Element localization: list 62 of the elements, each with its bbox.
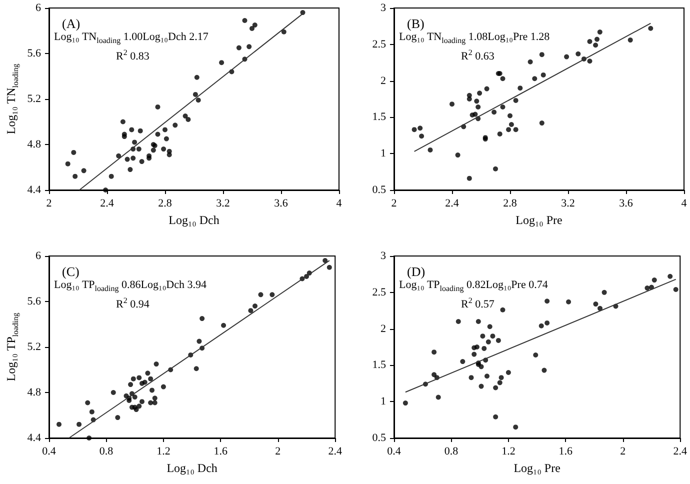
y-tick-label: 0.5	[372, 184, 386, 196]
y-tick-label: 6	[36, 2, 42, 14]
y-tick-label: 2	[380, 74, 386, 87]
y-tick-label: 1	[380, 396, 386, 408]
text: (B)	[407, 16, 424, 31]
y-tick-label: 4.4	[27, 432, 42, 444]
y-tick-label: 3	[380, 2, 386, 14]
y-tick-label: 1	[380, 148, 386, 160]
text: (C)	[62, 264, 80, 279]
annotation: R$^{2}$ 0.57	[461, 296, 494, 311]
x-tick-label: 0.8	[99, 446, 114, 458]
x-tick-label: 4	[681, 198, 688, 210]
x-tick-label: 0.4	[42, 446, 56, 458]
x-tick-label: 0.8	[444, 446, 459, 458]
x-tick-label: 2	[620, 446, 626, 458]
x-axis-title: Log₁₀ Pre	[514, 461, 560, 475]
text: (D)	[407, 264, 426, 279]
y-tick-label: 2.5	[372, 38, 386, 50]
y-tick-label: 4.8	[27, 138, 42, 150]
y-tick-label: 2.5	[372, 286, 386, 298]
x-tick-label: 3.2	[561, 198, 575, 210]
x-tick-label: 2	[46, 198, 52, 210]
y-tick-label: 6	[36, 250, 42, 262]
y-tick-label: 3	[380, 250, 386, 262]
annotation: Log₁₀ TP$_{loading}$ 0.86Log₁₀Dch 3.94	[54, 279, 206, 294]
x-tick-label: 2.4	[100, 198, 114, 210]
x-tick-label: 1.6	[558, 446, 574, 458]
annotation: R$^{2}$ 0.94	[116, 296, 150, 311]
x-tick-label: 1.2	[502, 446, 516, 458]
x-tick-label: 2.8	[158, 198, 172, 210]
y-tick-label: 2	[380, 322, 386, 335]
annotation: R$^{2}$ 0.63	[461, 48, 494, 63]
y-tick-label: 1.5	[372, 359, 386, 372]
x-tick-label: 0.4	[387, 446, 402, 458]
x-tick-label: 2.4	[445, 198, 460, 210]
x-tick-label: 3.6	[619, 198, 634, 210]
annotation: Log₁₀ TP$_{loading}$ 0.82Log₁₀Pre 0.74	[399, 279, 548, 294]
x-tick-label: 2.8	[503, 198, 518, 210]
x-axis-title: Log₁₀ Dch	[168, 213, 220, 227]
x-tick-label: 3.2	[216, 198, 230, 210]
x-axis-title: Log₁₀ Pre	[516, 213, 562, 227]
y-tick-label: 4.4	[27, 184, 42, 196]
annotation: R$^{2}$ 0.83	[116, 48, 150, 63]
x-tick-label: 1.2	[156, 446, 170, 458]
y-tick-label: 4.8	[27, 386, 42, 398]
annotation: Log₁₀ TN$_{loading}$ 1.08Log₁₀Pre 1.28	[399, 31, 550, 46]
annotation: Log₁₀ TN$_{loading}$ 1.00Log₁₀Dch 2.17	[54, 31, 208, 46]
text: (A)	[62, 16, 80, 31]
x-tick-label: 2	[391, 198, 397, 210]
x-tick-label: 2.4	[673, 446, 688, 458]
y-tick-label: 0.5	[372, 432, 386, 444]
y-tick-label: 1.5	[372, 111, 386, 124]
y-tick-label: 5.2	[27, 93, 41, 105]
x-tick-label: 2	[275, 446, 281, 458]
x-axis-title: Log₁₀ Dch	[166, 461, 218, 475]
x-tick-label: 2.4	[328, 446, 342, 458]
x-tick-label: 1.6	[214, 446, 228, 458]
y-tick-label: 5.2	[27, 341, 41, 353]
y-tick-label: 5.6	[27, 48, 42, 60]
x-tick-label: 3.6	[274, 198, 288, 210]
y-tick-label: 5.6	[27, 296, 42, 308]
x-tick-label: 4	[336, 198, 342, 210]
